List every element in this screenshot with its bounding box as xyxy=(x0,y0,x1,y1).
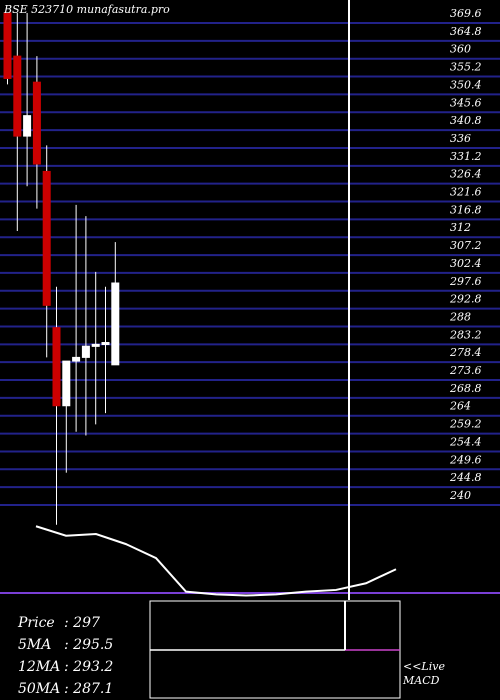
y-tick-label: 268.8 xyxy=(449,382,482,395)
candle-body xyxy=(81,345,90,358)
y-tick-label: 297.6 xyxy=(449,275,482,288)
stat-value: : 287.1 xyxy=(64,681,114,697)
y-tick-label: 336 xyxy=(450,132,471,145)
macd-panel xyxy=(149,600,401,699)
y-tick-label: 355.2 xyxy=(450,61,482,74)
stat-50ma: 50MA: 287.1 xyxy=(18,678,113,700)
y-tick-label: 345.6 xyxy=(450,96,482,109)
live-macd-label: <<Live MACD xyxy=(403,660,445,688)
candle-body xyxy=(62,360,71,407)
live-link[interactable]: <<Live xyxy=(403,660,445,673)
macd-label: MACD xyxy=(403,674,440,687)
y-tick-label: 249.6 xyxy=(449,453,482,466)
indicator-panel xyxy=(0,110,500,600)
y-tick-label: 316.8 xyxy=(450,203,482,216)
y-tick-label: 326.4 xyxy=(450,168,482,181)
candle-body xyxy=(3,12,12,79)
y-tick-label: 364.8 xyxy=(450,25,482,38)
y-tick-label: 360 xyxy=(450,43,471,56)
candle-body xyxy=(72,356,81,362)
stat-value: : 295.5 xyxy=(64,637,114,653)
y-tick-label: 340.8 xyxy=(450,114,482,127)
y-tick-label: 264 xyxy=(449,400,471,413)
y-tick-label: 331.2 xyxy=(450,150,482,163)
y-tick-label: 369.6 xyxy=(450,7,482,20)
price-grid xyxy=(0,22,500,506)
y-tick-label: 283.2 xyxy=(449,328,482,341)
stats-panel: Price : 297 5MA : 295.5 12MA: 293.2 50MA: … xyxy=(18,612,113,700)
candle-body xyxy=(42,170,51,306)
y-tick-label: 350.4 xyxy=(450,78,482,91)
stat-value: : 293.2 xyxy=(64,659,114,675)
candle-body xyxy=(32,81,41,165)
indicator-line xyxy=(35,525,397,597)
y-tick-label: 244.8 xyxy=(449,471,482,484)
y-axis-ticks: 369.6 364.8 360 355.2 350.4 345.6 340.8 336 331.… xyxy=(449,7,482,502)
y-tick-label: 278.4 xyxy=(449,346,482,359)
y-tick-label: 254.4 xyxy=(449,435,482,448)
stat-value: : 297 xyxy=(64,615,100,631)
y-tick-label: 307.2 xyxy=(450,239,482,252)
stat-label: 12MA xyxy=(18,659,61,675)
y-tick-label: 321.6 xyxy=(450,186,482,199)
candle-body xyxy=(52,327,61,407)
candle-body xyxy=(111,282,120,366)
y-tick-label: 259.2 xyxy=(449,418,482,431)
stat-label: Price xyxy=(18,615,55,631)
y-tick-label: 273.6 xyxy=(449,364,482,377)
y-tick-label: 240 xyxy=(449,489,471,502)
candle-body xyxy=(13,55,22,137)
candle-body xyxy=(23,115,32,137)
stat-5ma: 5MA : 295.5 xyxy=(18,634,113,656)
stat-12ma: 12MA: 293.2 xyxy=(18,656,113,678)
y-tick-label: 292.8 xyxy=(449,293,482,306)
y-tick-label: 288 xyxy=(449,310,471,323)
candle-body xyxy=(91,343,100,347)
candle-body xyxy=(101,342,110,346)
stat-price: Price : 297 xyxy=(18,612,113,634)
watermark: BSE 523710 munafasutra.pro xyxy=(4,3,170,16)
candles xyxy=(3,0,350,525)
y-tick-label: 312 xyxy=(450,221,471,234)
y-tick-label: 302.4 xyxy=(450,257,482,270)
stat-label: 50MA xyxy=(18,681,61,697)
stat-label: 5MA xyxy=(18,637,52,653)
